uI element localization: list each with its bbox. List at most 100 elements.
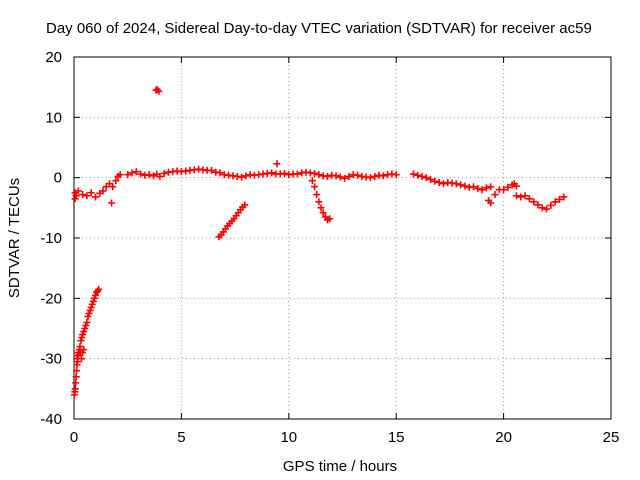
data-point <box>80 346 88 354</box>
data-point <box>308 177 316 185</box>
data-point <box>379 172 387 180</box>
data-point <box>78 355 86 363</box>
x-tick-label: 15 <box>388 429 405 446</box>
data-point <box>315 171 323 179</box>
tick-labels: 0 5 10 15 20 25 -40 -30 -20 -10 0 10 20 <box>40 49 619 446</box>
data-point <box>521 192 529 200</box>
data-point <box>336 173 344 181</box>
data-point <box>79 191 87 199</box>
data-point <box>311 183 319 191</box>
y-axis-label: SDTVAR / TECUs <box>6 178 23 298</box>
data-point <box>512 192 520 200</box>
data-point <box>431 177 439 185</box>
data-point <box>414 171 422 179</box>
y-tick-label: 20 <box>45 49 62 66</box>
data-point <box>427 175 435 183</box>
data-point <box>95 285 103 293</box>
data-point <box>422 174 430 182</box>
data-point <box>392 171 400 179</box>
data-point <box>319 209 327 217</box>
data-point <box>326 215 334 223</box>
data-point <box>207 166 215 174</box>
y-tick-label: -20 <box>40 290 62 307</box>
data-point <box>543 205 551 213</box>
data-point <box>345 172 353 180</box>
x-tick-label: 0 <box>70 429 78 446</box>
data-point <box>160 169 168 177</box>
data-point <box>112 177 120 185</box>
data-point <box>418 172 426 180</box>
data-point <box>491 191 499 199</box>
data-point <box>109 183 117 191</box>
data-point <box>478 186 486 194</box>
y-tick-label: -10 <box>40 230 62 247</box>
data-point <box>538 204 546 212</box>
data-point <box>73 367 81 375</box>
data-point <box>242 172 250 180</box>
x-tick-label: 25 <box>603 429 620 446</box>
data-point <box>534 201 542 209</box>
data-point <box>547 201 555 209</box>
data-point <box>315 198 323 206</box>
data-point <box>409 170 417 178</box>
data-point <box>555 195 563 203</box>
plot-frame <box>73 56 612 420</box>
data-point <box>371 172 379 180</box>
data-point <box>323 172 331 180</box>
data-point <box>124 171 132 179</box>
data-point <box>99 187 107 195</box>
data-point <box>317 204 325 212</box>
data-point <box>487 199 495 207</box>
data-point <box>74 187 82 195</box>
data-point <box>354 171 362 179</box>
data-point <box>145 171 153 179</box>
x-tick-label: 10 <box>280 429 297 446</box>
data-point <box>155 87 163 95</box>
data-point <box>332 172 340 180</box>
data-point <box>83 192 91 200</box>
data-point <box>216 169 224 177</box>
data-point <box>128 169 136 177</box>
data-point <box>313 191 321 199</box>
data-point <box>108 199 116 207</box>
data-point <box>551 198 559 206</box>
data-point <box>238 173 246 181</box>
y-tick-label: -30 <box>40 351 62 368</box>
data-point <box>512 182 520 190</box>
y-tick-label: 10 <box>45 109 62 126</box>
data-point <box>311 169 319 177</box>
data-point <box>457 181 465 189</box>
data-points <box>70 86 568 399</box>
data-point <box>72 373 80 381</box>
data-point <box>137 170 145 178</box>
data-point <box>366 174 374 182</box>
data-point <box>517 193 525 201</box>
data-point <box>132 168 140 176</box>
y-tick-label: -40 <box>40 411 62 428</box>
data-point <box>482 184 490 192</box>
data-point <box>71 385 79 393</box>
data-point <box>293 170 301 178</box>
data-point <box>500 186 508 194</box>
data-point <box>91 193 99 201</box>
data-point <box>273 160 281 168</box>
data-point <box>504 183 512 191</box>
y-tick-label: 0 <box>54 170 62 187</box>
data-point <box>83 318 91 326</box>
data-point <box>341 174 349 182</box>
data-point <box>525 195 533 203</box>
data-point <box>439 180 447 188</box>
chart-title: Day 060 of 2024, Sidereal Day-to-day VTE… <box>46 20 592 37</box>
x-tick-label: 5 <box>177 429 185 446</box>
data-point <box>156 172 164 180</box>
data-point <box>470 183 478 191</box>
data-point <box>87 189 95 197</box>
data-point <box>72 379 80 387</box>
data-point <box>474 185 482 193</box>
data-point <box>560 193 568 201</box>
data-point <box>281 169 289 177</box>
data-point <box>452 180 460 188</box>
grid-lines <box>74 57 611 419</box>
data-point <box>241 201 249 209</box>
